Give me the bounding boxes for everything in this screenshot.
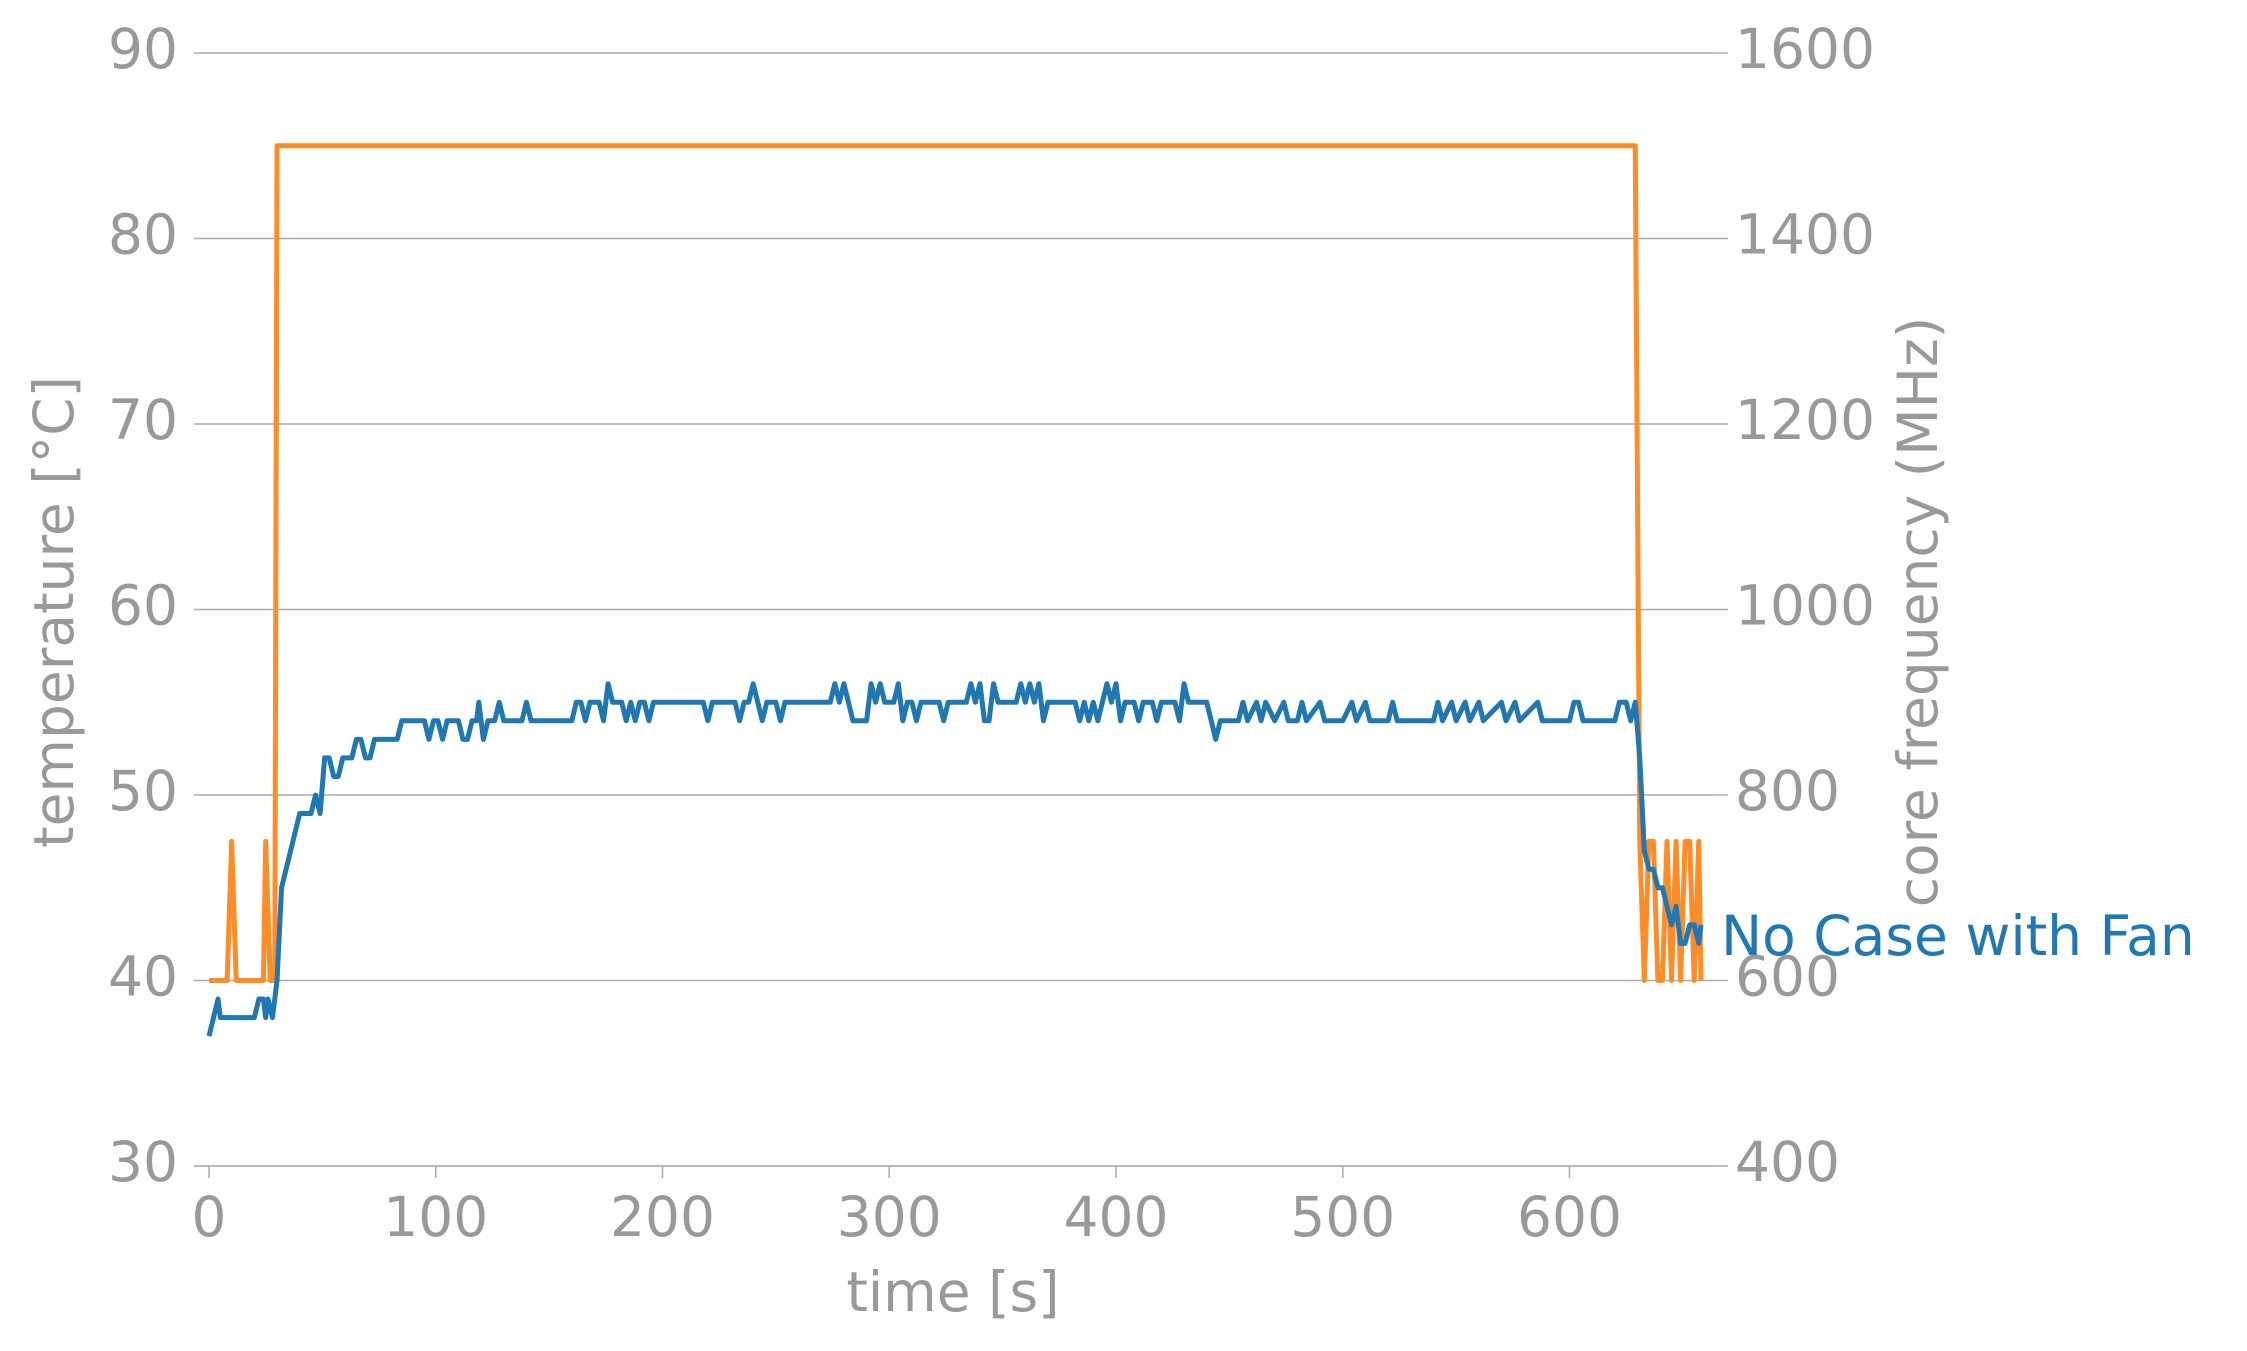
series-label: No Case with Fan	[1721, 904, 2195, 968]
y-tick-label: 60	[108, 574, 178, 638]
y2-tick-label: 600	[1735, 945, 1840, 1009]
y-tick-label: 30	[108, 1130, 178, 1194]
y2-tick-label: 1600	[1735, 17, 1875, 81]
y-tick-label: 80	[108, 203, 178, 267]
x-axis-label: time [s]	[846, 1260, 1059, 1324]
x-tick-label: 400	[1063, 1185, 1168, 1249]
y2-tick-label: 1000	[1735, 574, 1875, 638]
x-tick-label: 200	[610, 1185, 715, 1249]
x-tick-label: 300	[837, 1185, 942, 1249]
y2-tick-label: 400	[1735, 1130, 1840, 1194]
x-tick-label: 100	[383, 1185, 488, 1249]
y2-axis-label: core frequency (MHz)	[1886, 317, 1950, 908]
series-line	[209, 143, 1704, 983]
y-tick-label: 50	[108, 759, 178, 823]
x-tick-label: 0	[192, 1185, 227, 1249]
y2-tick-label: 800	[1735, 759, 1840, 823]
x-tick-label: 500	[1290, 1185, 1395, 1249]
y-tick-label: 40	[108, 945, 178, 1009]
y-tick-label: 90	[108, 17, 178, 81]
x-tick-label: 600	[1517, 1185, 1622, 1249]
y2-tick-label: 1200	[1735, 388, 1875, 452]
y-tick-label: 70	[108, 388, 178, 452]
y2-tick-label: 1400	[1735, 203, 1875, 267]
y-axis-label: temperature [°C]	[22, 376, 86, 848]
series-line	[206, 681, 1704, 1037]
